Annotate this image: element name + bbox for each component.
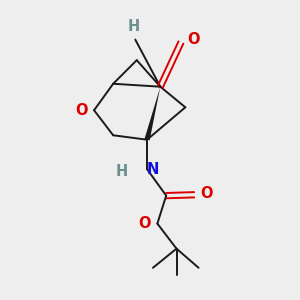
Text: H: H xyxy=(116,164,128,179)
Text: H: H xyxy=(128,19,140,34)
Text: N: N xyxy=(147,162,159,177)
Text: O: O xyxy=(75,103,88,118)
Text: O: O xyxy=(138,216,151,231)
Text: O: O xyxy=(188,32,200,47)
Text: O: O xyxy=(201,186,213,201)
Polygon shape xyxy=(145,87,160,140)
